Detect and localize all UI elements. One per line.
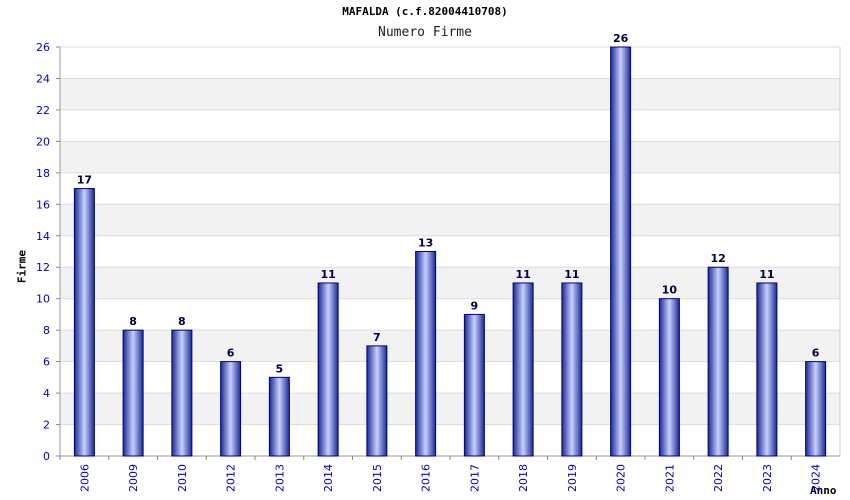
bar-2021 <box>658 298 680 457</box>
chart-subtitle: Numero Firme <box>378 25 472 40</box>
y-tick-label: 20 <box>36 135 50 148</box>
x-tick-label-2018: 2018 <box>517 464 530 492</box>
x-tick-label-2017: 2017 <box>468 464 481 492</box>
x-tick-label-2013: 2013 <box>273 464 286 492</box>
bar-2015 <box>366 345 388 457</box>
value-label-2012: 6 <box>227 347 235 360</box>
x-tick-label-2024: 2024 <box>810 464 823 492</box>
y-tick-label: 4 <box>43 387 50 400</box>
x-tick-label-2019: 2019 <box>566 464 579 492</box>
bar-2019 <box>561 282 583 457</box>
y-tick-label: 26 <box>36 41 50 54</box>
y-tick-label: 6 <box>43 356 50 369</box>
bar-2010 <box>171 329 193 457</box>
grid-band <box>60 141 840 173</box>
value-label-2014: 11 <box>320 268 335 281</box>
grid-band <box>60 204 840 236</box>
value-label-2015: 7 <box>373 331 381 344</box>
x-tick-label-2012: 2012 <box>225 464 238 492</box>
x-tick-label-2010: 2010 <box>176 464 189 492</box>
value-label-2024: 6 <box>812 347 820 360</box>
value-label-2023: 11 <box>759 268 774 281</box>
bar-2016 <box>415 251 437 457</box>
x-tick-label-2023: 2023 <box>761 464 774 492</box>
y-tick-label: 18 <box>36 167 50 180</box>
bar-2012 <box>220 361 242 457</box>
x-tick-label-2006: 2006 <box>78 464 91 492</box>
y-tick-label: 12 <box>36 261 50 274</box>
x-tick-label-2016: 2016 <box>420 464 433 492</box>
y-tick-label: 2 <box>43 419 50 432</box>
x-tick-label-2009: 2009 <box>127 464 140 492</box>
bar-2014 <box>317 282 339 457</box>
bar-2020 <box>610 46 632 457</box>
y-tick-label: 22 <box>36 104 50 117</box>
value-label-2019: 11 <box>564 268 579 281</box>
value-label-2020: 26 <box>613 32 629 45</box>
y-tick-label: 24 <box>36 72 50 85</box>
bar-2006 <box>73 188 95 457</box>
bar-2009 <box>122 329 144 457</box>
value-label-2010: 8 <box>178 315 186 328</box>
bar-2023 <box>756 282 778 457</box>
y-tick-label: 10 <box>36 293 50 306</box>
x-tick-label-2015: 2015 <box>371 464 384 492</box>
x-axis-label: Anno <box>810 484 837 497</box>
value-label-2013: 5 <box>276 362 284 375</box>
y-tick-label: 14 <box>36 230 50 243</box>
bar-2017 <box>463 313 485 457</box>
x-tick-label-2021: 2021 <box>663 464 676 492</box>
value-label-2006: 17 <box>77 174 92 187</box>
value-label-2009: 8 <box>129 315 137 328</box>
grid-band <box>60 78 840 110</box>
value-label-2018: 11 <box>515 268 530 281</box>
bar-2022 <box>707 266 729 457</box>
bar-2013 <box>268 376 290 457</box>
y-tick-label: 0 <box>43 450 50 463</box>
x-tick-label-2022: 2022 <box>712 464 725 492</box>
value-label-2016: 13 <box>418 237 433 250</box>
y-tick-label: 16 <box>36 198 50 211</box>
x-tick-label-2014: 2014 <box>322 464 335 492</box>
chart-title: MAFALDA (c.f.82004410708) <box>342 5 508 18</box>
x-tick-label-2020: 2020 <box>615 464 628 492</box>
y-tick-label: 8 <box>43 324 50 337</box>
bar-2024 <box>805 361 827 457</box>
value-label-2021: 10 <box>662 284 678 297</box>
value-label-2017: 9 <box>471 299 479 312</box>
value-label-2022: 12 <box>710 252 725 265</box>
bar-2018 <box>512 282 534 457</box>
